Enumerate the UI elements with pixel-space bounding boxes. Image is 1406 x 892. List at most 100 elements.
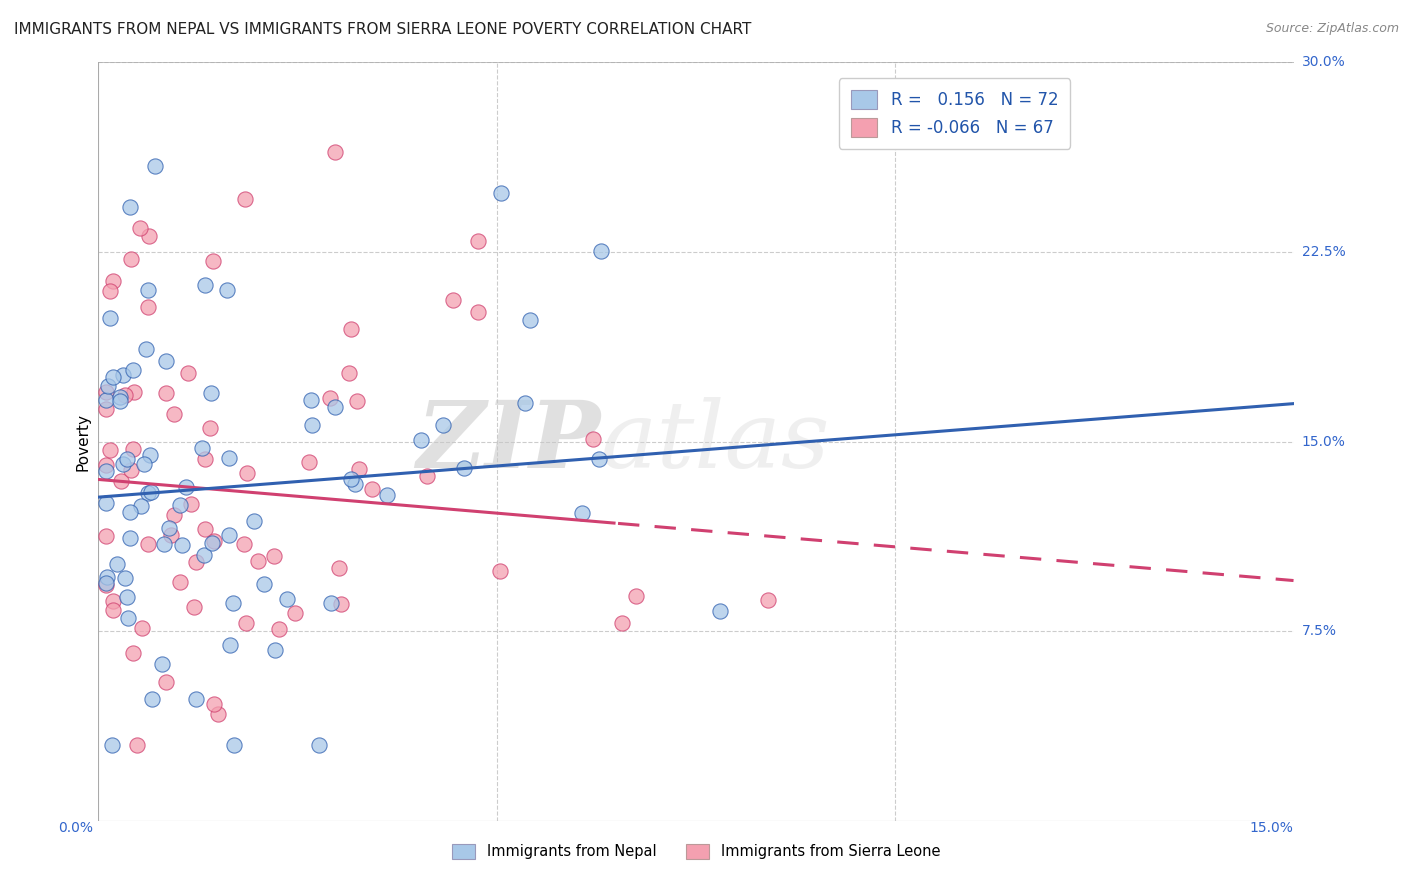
Point [467, 234, 489, 248]
Point [115, 451, 138, 466]
Point [301, 417, 323, 432]
Point [200, 421, 222, 435]
Point [264, 643, 287, 657]
Point [135, 342, 157, 356]
Point [276, 592, 298, 607]
Text: 15.0%: 15.0% [1302, 434, 1346, 449]
Point [253, 577, 276, 591]
Point [101, 370, 124, 384]
Point [96, 464, 118, 478]
Point [129, 221, 152, 235]
Point [96, 384, 118, 399]
Point [219, 638, 242, 652]
Point [186, 556, 208, 570]
Point [233, 192, 256, 206]
Point [131, 621, 153, 635]
Point [96, 575, 118, 590]
Point [589, 244, 612, 258]
Point [139, 484, 162, 499]
Point [346, 393, 368, 408]
Point [114, 388, 136, 402]
Point [153, 537, 176, 551]
Point [96, 392, 118, 407]
Point [328, 561, 350, 575]
Point [224, 738, 246, 752]
Point [177, 366, 200, 380]
Text: 7.5%: 7.5% [1302, 624, 1337, 638]
Point [125, 738, 148, 752]
Point [194, 452, 217, 467]
Point [236, 467, 259, 481]
Point [169, 575, 191, 590]
Point [337, 366, 360, 380]
Point [218, 450, 240, 465]
Point [207, 707, 229, 722]
Point [263, 549, 285, 563]
Point [138, 228, 160, 243]
Point [330, 597, 353, 611]
Point [108, 393, 131, 408]
Y-axis label: Poverty: Poverty [75, 412, 90, 471]
Point [415, 469, 437, 483]
Point [157, 521, 180, 535]
Point [174, 480, 197, 494]
Point [117, 611, 139, 625]
Point [340, 472, 363, 486]
Point [117, 590, 139, 604]
Point [180, 497, 202, 511]
Point [159, 528, 181, 542]
Point [441, 293, 464, 307]
Point [624, 589, 647, 603]
Point [100, 738, 122, 752]
Point [120, 200, 142, 214]
Point [111, 457, 134, 471]
Point [96, 529, 118, 543]
Point [97, 378, 120, 392]
Point [124, 385, 146, 400]
Point [308, 738, 330, 752]
Point [98, 284, 121, 298]
Point [105, 557, 128, 571]
Point [489, 186, 512, 200]
Point [218, 528, 240, 542]
Point [411, 433, 433, 447]
Point [267, 622, 290, 636]
Point [143, 159, 166, 173]
Point [588, 452, 610, 467]
Point [235, 615, 257, 630]
Point [325, 400, 347, 414]
Text: ZIP: ZIP [416, 397, 600, 486]
Point [98, 443, 121, 458]
Point [340, 322, 363, 336]
Point [360, 482, 382, 496]
Point [121, 647, 143, 661]
Point [519, 312, 541, 326]
Text: IMMIGRANTS FROM NEPAL VS IMMIGRANTS FROM SIERRA LEONE POVERTY CORRELATION CHART: IMMIGRANTS FROM NEPAL VS IMMIGRANTS FROM… [14, 22, 751, 37]
Point [513, 396, 536, 410]
Point [217, 284, 239, 298]
Point [186, 691, 208, 706]
Point [183, 599, 205, 614]
Point [150, 657, 173, 671]
Point [118, 505, 141, 519]
Point [194, 278, 217, 293]
Point [610, 615, 633, 630]
Point [96, 401, 118, 416]
Point [202, 533, 225, 548]
Point [221, 597, 243, 611]
Point [489, 564, 512, 578]
Point [139, 448, 162, 462]
Point [96, 578, 118, 592]
Point [323, 145, 346, 159]
Point [467, 305, 489, 319]
Point [120, 252, 142, 267]
Point [191, 441, 214, 455]
Text: 30.0%: 30.0% [1302, 55, 1346, 70]
Point [347, 462, 370, 476]
Point [163, 508, 186, 522]
Point [169, 499, 191, 513]
Point [318, 391, 340, 405]
Text: Source: ZipAtlas.com: Source: ZipAtlas.com [1265, 22, 1399, 36]
Point [101, 603, 124, 617]
Point [121, 442, 143, 457]
